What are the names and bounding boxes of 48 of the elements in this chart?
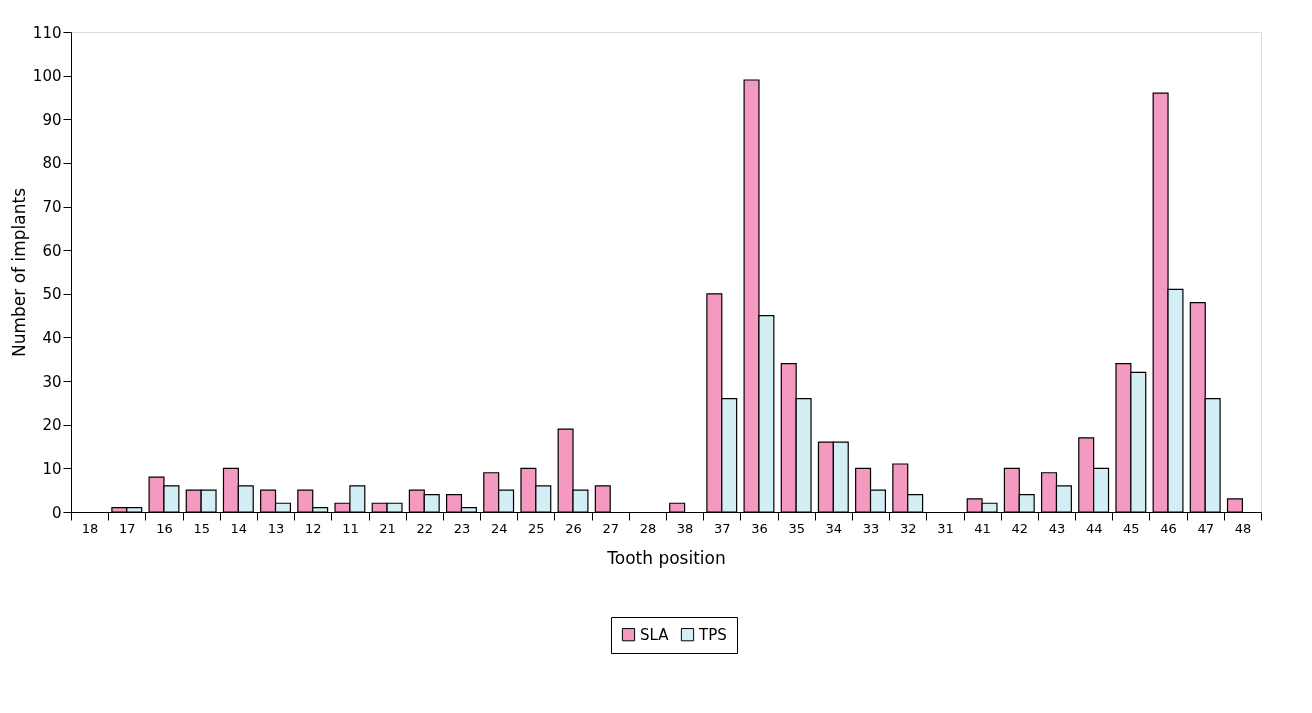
y-tick-label: 10 bbox=[42, 459, 62, 478]
x-tick-label: 13 bbox=[267, 520, 285, 536]
x-tick-label: 45 bbox=[1123, 520, 1140, 536]
x-tick-label: 34 bbox=[825, 520, 843, 536]
x-tick-label: 27 bbox=[602, 520, 619, 536]
x-tick-label: 36 bbox=[751, 520, 768, 536]
x-tick-label: 47 bbox=[1197, 520, 1214, 536]
x-tick-label: 28 bbox=[639, 520, 657, 536]
y-tick-label: 50 bbox=[42, 285, 62, 304]
x-tick-label: 15 bbox=[193, 520, 210, 536]
x-tick-label: 31 bbox=[937, 520, 954, 536]
x-tick-label: 26 bbox=[565, 520, 582, 536]
y-tick-label: 100 bbox=[32, 67, 62, 86]
x-tick-label: 43 bbox=[1048, 520, 1066, 536]
x-tick-label: 35 bbox=[788, 520, 805, 536]
x-tick-label: 14 bbox=[230, 520, 248, 536]
x-tick-label: 38 bbox=[676, 520, 694, 536]
y-tick-label: 70 bbox=[42, 198, 62, 217]
x-tick-label: 23 bbox=[453, 520, 471, 536]
x-tick-label: 25 bbox=[528, 520, 545, 536]
y-tick-label: 0 bbox=[51, 503, 62, 522]
y-tick-label: 20 bbox=[42, 416, 62, 435]
y-axis-title: Number of implants bbox=[8, 187, 29, 357]
x-axis-title: Tooth position bbox=[606, 547, 726, 568]
x-tick-label: 41 bbox=[974, 520, 991, 536]
y-tick-label: 60 bbox=[42, 241, 62, 260]
x-tick-label: 33 bbox=[862, 520, 880, 536]
y-tick-label: 80 bbox=[42, 154, 62, 173]
legend-label: TPS bbox=[698, 625, 727, 644]
x-tick-label: 32 bbox=[899, 520, 917, 536]
legend-label: SLA bbox=[640, 625, 670, 644]
x-tick-label: 17 bbox=[119, 520, 136, 536]
x-tick-label: 16 bbox=[156, 520, 173, 536]
x-tick-label: 12 bbox=[304, 520, 322, 536]
x-tick-label: 11 bbox=[342, 520, 359, 536]
x-tick-label: 18 bbox=[81, 520, 99, 536]
y-tick-label: 40 bbox=[42, 328, 62, 347]
x-tick-label: 21 bbox=[379, 520, 396, 536]
y-tick-label: 30 bbox=[42, 372, 62, 391]
x-tick-label: 46 bbox=[1160, 520, 1177, 536]
x-tick-label: 44 bbox=[1085, 520, 1103, 536]
x-tick-label: 48 bbox=[1234, 520, 1252, 536]
y-tick-label: 110 bbox=[32, 23, 62, 42]
x-tick-label: 37 bbox=[714, 520, 731, 536]
x-tick-label: 42 bbox=[1011, 520, 1029, 536]
y-tick-label: 90 bbox=[42, 110, 62, 129]
x-tick-label: 22 bbox=[416, 520, 434, 536]
x-tick-label: 24 bbox=[490, 520, 508, 536]
